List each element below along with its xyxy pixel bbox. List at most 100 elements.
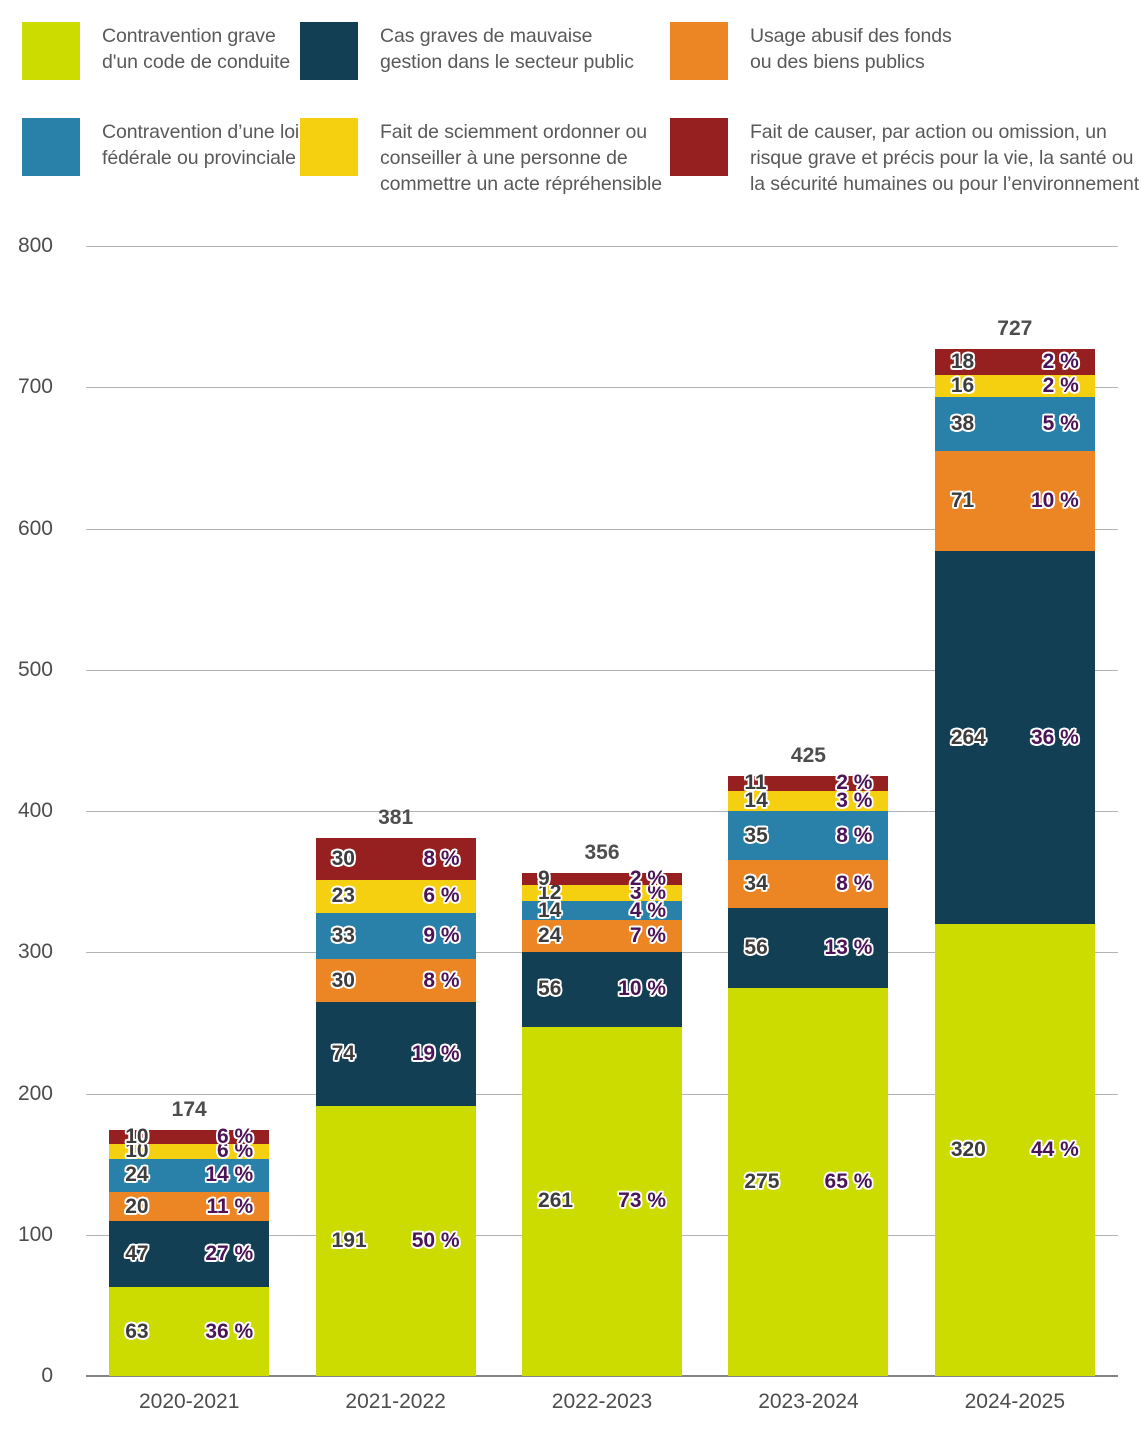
bar-segment[interactable]: 14 3 % <box>728 789 889 813</box>
bar-segment[interactable]: 10 6 % <box>109 1139 270 1162</box>
x-axis-labels: 2020-2021 2021-2022 2022-2023 2023-2024 2024… <box>86 1390 1118 1414</box>
bar-segment[interactable]: 275 65 % <box>728 987 889 1376</box>
bar-segment[interactable]: 23 6 % <box>315 880 476 913</box>
bar-segment-percent: 2 % <box>1042 349 1079 373</box>
bar-segment[interactable]: 35 8 % <box>728 811 889 861</box>
bar-segment[interactable]: 74 19 % <box>315 1001 476 1107</box>
bar-segment-value: 12 <box>538 881 562 905</box>
bar-segment-labels: 63 36 % <box>109 1320 269 1344</box>
bar-segment-percent: 3 % <box>629 881 667 905</box>
bar-segment-labels: 56 13 % <box>728 936 888 960</box>
gridline <box>86 246 1118 247</box>
bar-segment[interactable]: 56 10 % <box>522 952 683 1027</box>
bar-segment[interactable]: 12 3 % <box>522 881 683 904</box>
bar-segment-labels: 14 4 % <box>522 899 682 923</box>
bar-segment-value: 10 <box>125 1139 149 1163</box>
bar-segment[interactable]: 24 14 % <box>109 1158 270 1193</box>
legend-swatch-icon <box>300 22 358 80</box>
stacked-bar[interactable]: 275 65 % 56 13 % 34 8 % 35 8 % 14 3 % 11 2 % <box>728 771 889 1376</box>
bar-segment[interactable]: 71 10 % <box>934 450 1095 552</box>
bar-segment-value: 24 <box>538 923 562 947</box>
bar-segment[interactable]: 320 44 % <box>934 924 1095 1376</box>
gridline <box>86 811 1118 812</box>
bar-segment-percent: 19 % <box>411 1041 460 1065</box>
bar-segment-percent: 8 % <box>423 968 460 992</box>
stacked-bar[interactable]: 261 73 % 56 10 % 24 7 % 14 4 % 12 3 % 9 2 % <box>522 867 683 1376</box>
bar-segment[interactable]: 18 2 % <box>934 349 1095 375</box>
stacked-bar[interactable]: 191 50 % 74 19 % 30 8 % 33 9 % 23 6 % 30 8 % <box>315 837 476 1376</box>
bar-total-label: 727 <box>997 317 1033 341</box>
bar-segment[interactable]: 38 5 % <box>934 397 1095 451</box>
bar-segment[interactable]: 264 36 % <box>934 551 1095 924</box>
bar-segment-value: 33 <box>331 924 355 948</box>
bar-segment[interactable]: 16 2 % <box>934 374 1095 398</box>
bar-segment-value: 14 <box>744 789 768 813</box>
bar-segment[interactable]: 11 2 % <box>728 771 889 794</box>
bar-segment-labels: 18 2 % <box>935 350 1095 374</box>
bar-segment-value: 20 <box>125 1194 149 1218</box>
bar-segment-labels: 38 5 % <box>935 412 1095 436</box>
legend-row-1: Contravention grave d'un code de conduit… <box>0 22 1141 80</box>
bar-segment[interactable]: 24 7 % <box>522 919 683 953</box>
bar-segment[interactable]: 191 50 % <box>315 1106 476 1376</box>
bar-segment-percent: 7 % <box>629 923 667 947</box>
legend-item-label: Fait de causer, par action ou omission, … <box>750 121 1140 195</box>
bar-segment-value: 24 <box>125 1163 149 1187</box>
stacked-bar-chart: 0 100 200 300 400 500 600 700 800 63 36 % 47 27 % 20… <box>0 212 1141 1431</box>
bar-segment[interactable]: 30 8 % <box>315 837 476 881</box>
bar-total-label: 174 <box>171 1098 207 1122</box>
bar-segment[interactable]: 20 11 % <box>109 1192 270 1221</box>
legend-item-sciemment-ordonner[interactable]: Fait de sciemment ordonner ou conseiller… <box>300 118 670 197</box>
bar-segment-value: 10 <box>125 1125 149 1149</box>
bar-segment-labels: 14 3 % <box>728 789 888 813</box>
y-axis-tick-label: 0 <box>41 1364 53 1387</box>
stacked-bar[interactable]: 320 44 % 264 36 % 71 10 % 38 5 % 16 2 % 18 2 % <box>934 349 1095 1376</box>
bar-segment[interactable]: 10 6 % <box>109 1125 270 1148</box>
bar-segment[interactable]: 14 4 % <box>522 899 683 923</box>
bar-segment[interactable]: 47 27 % <box>109 1220 270 1288</box>
bar-segment[interactable]: 261 73 % <box>522 1026 683 1376</box>
legend-item-mauvaise-gestion[interactable]: Cas graves de mauvaise gestion dans le s… <box>300 22 670 80</box>
bar-segment-percent: 6 % <box>217 1125 254 1149</box>
bar-segment-value: 71 <box>950 488 975 512</box>
bar-segment-value: 11 <box>744 771 767 795</box>
x-axis-tick-label: 2023-2024 <box>758 1390 859 1413</box>
chart-legend: Contravention grave d'un code de conduit… <box>0 0 1141 212</box>
bar-segment-percent: 27 % <box>205 1241 254 1265</box>
bar-segment[interactable]: 33 9 % <box>315 912 476 960</box>
bar-column: 191 50 % 74 19 % 30 8 % 33 9 % 23 6 % 30 8 % 381 <box>292 246 498 1376</box>
legend-item-code-conduite[interactable]: Contravention grave d'un code de conduit… <box>0 22 300 80</box>
y-axis-tick-label: 700 <box>17 375 53 399</box>
bar-segment-percent: 44 % <box>1030 1138 1079 1161</box>
bar-segment-percent: 4 % <box>629 898 667 922</box>
bar-segment[interactable]: 9 2 % <box>522 867 683 890</box>
gridline <box>86 387 1118 389</box>
x-axis-tick-label: 2020-2021 <box>138 1390 240 1413</box>
bar-total-label: 356 <box>584 841 620 865</box>
bar-segment[interactable]: 30 8 % <box>315 959 476 1002</box>
legend-item-usage-abusif[interactable]: Usage abusif des fonds ou des biens publ… <box>670 22 1141 80</box>
stacked-bar[interactable]: 63 36 % 47 27 % 20 11 % 24 14 % 10 6 % 10 6 % <box>109 1125 270 1376</box>
bar-segment[interactable]: 56 13 % <box>728 908 889 988</box>
bar-segment-value: 320 <box>950 1138 986 1161</box>
bar-segment-value: 34 <box>744 872 768 896</box>
bar-segment-percent: 9 % <box>423 924 460 948</box>
bar-segment-value: 264 <box>950 725 986 749</box>
bar-segment[interactable]: 63 36 % <box>109 1287 270 1376</box>
legend-item-label: Usage abusif des fonds ou des biens publ… <box>750 25 952 73</box>
legend-item-risque-grave[interactable]: Fait de causer, par action ou omission, … <box>670 118 1141 197</box>
bar-segment-value: 14 <box>538 898 562 922</box>
bar-segment-value: 30 <box>331 968 355 992</box>
bar-segment-percent: 8 % <box>423 847 460 871</box>
bar-segment-value: 191 <box>331 1229 367 1253</box>
bar-segment-percent: 8 % <box>836 872 873 896</box>
bar-segment-labels: 23 6 % <box>316 884 476 908</box>
legend-item-loi-federale[interactable]: Contravention d’une loi fédérale ou prov… <box>0 118 300 197</box>
bar-segment-percent: 14 % <box>205 1163 254 1187</box>
bar-segment-labels: 320 44 % <box>935 1138 1095 1162</box>
bar-segment-percent: 2 % <box>836 771 873 795</box>
bar-segment[interactable]: 34 8 % <box>728 860 889 909</box>
plot-area: 0 100 200 300 400 500 600 700 800 63 36 % 47 27 % 20… <box>18 234 1118 1387</box>
bar-segment-labels: 24 14 % <box>109 1163 269 1187</box>
